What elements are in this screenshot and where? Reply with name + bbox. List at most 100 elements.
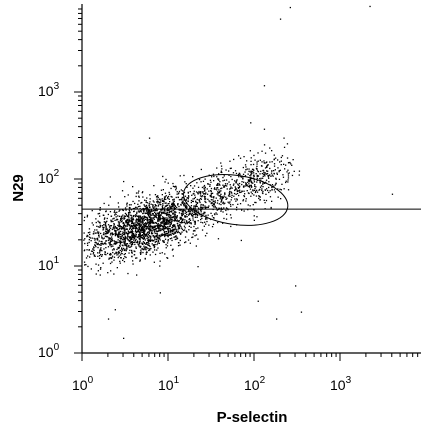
data-point	[124, 240, 126, 242]
data-point	[193, 225, 195, 228]
data-point	[174, 228, 176, 230]
data-point	[256, 175, 258, 178]
data-point	[109, 252, 111, 255]
data-point	[141, 243, 144, 245]
data-point	[161, 198, 163, 200]
data-point	[127, 215, 130, 217]
data-point	[287, 169, 289, 171]
data-point	[152, 217, 154, 219]
data-point	[112, 220, 114, 223]
data-point	[183, 202, 185, 204]
data-point	[198, 199, 200, 201]
data-point	[174, 219, 176, 221]
data-point	[167, 220, 170, 223]
data-point	[176, 206, 178, 209]
data-point	[139, 220, 141, 222]
data-point	[137, 203, 139, 205]
data-point	[220, 187, 222, 190]
data-point	[128, 236, 130, 238]
data-point	[142, 209, 145, 211]
data-point	[248, 170, 250, 172]
data-point	[162, 241, 165, 243]
data-point	[169, 219, 171, 221]
data-point	[97, 226, 100, 228]
data-point	[235, 181, 237, 183]
data-point	[173, 233, 175, 235]
data-point	[144, 212, 146, 215]
data-point	[131, 238, 133, 240]
data-point	[163, 216, 165, 219]
data-point	[125, 244, 127, 246]
data-point	[187, 221, 190, 224]
data-point	[186, 207, 188, 209]
data-point	[131, 233, 133, 235]
data-point	[259, 173, 261, 175]
data-point	[191, 212, 193, 214]
data-point	[178, 209, 180, 211]
data-point	[109, 244, 112, 246]
data-point	[131, 242, 133, 245]
data-point	[128, 218, 130, 220]
data-point	[237, 187, 240, 189]
data-point	[149, 229, 151, 232]
data-point	[144, 225, 147, 228]
data-point	[151, 217, 153, 219]
data-point	[168, 220, 170, 222]
data-point	[91, 210, 93, 212]
data-point	[162, 203, 164, 205]
data-point	[265, 173, 268, 175]
data-point	[276, 318, 278, 320]
y-tick-label-0: 100	[38, 342, 60, 360]
data-point	[210, 181, 212, 183]
data-point	[279, 169, 281, 171]
data-point	[163, 210, 165, 212]
data-point	[119, 242, 121, 244]
data-point	[118, 222, 120, 224]
data-point	[237, 203, 239, 205]
data-point	[128, 240, 130, 242]
data-point	[138, 244, 140, 246]
data-point	[161, 234, 163, 236]
data-point	[130, 224, 133, 226]
data-point	[250, 191, 252, 193]
data-point	[200, 207, 202, 209]
data-point	[224, 193, 226, 195]
data-point	[141, 242, 143, 244]
data-point	[238, 190, 241, 192]
data-point	[212, 203, 214, 205]
data-point	[139, 240, 141, 243]
data-point	[152, 214, 154, 216]
data-point	[144, 222, 147, 224]
data-point	[129, 249, 131, 251]
data-point	[148, 231, 150, 233]
data-point	[119, 244, 121, 247]
data-point	[156, 217, 158, 219]
data-point	[184, 221, 186, 224]
data-point	[148, 213, 150, 215]
data-point	[184, 203, 186, 205]
data-point	[175, 235, 177, 237]
data-point	[130, 220, 132, 223]
data-point	[130, 239, 132, 241]
data-point	[134, 222, 136, 224]
data-point	[118, 236, 120, 238]
data-point	[124, 207, 127, 209]
data-point	[267, 176, 270, 178]
data-point	[119, 225, 121, 227]
data-point	[162, 222, 164, 224]
data-point	[172, 255, 174, 257]
data-point	[228, 202, 230, 204]
data-point	[243, 181, 245, 183]
data-point	[145, 253, 147, 255]
data-point	[205, 207, 207, 210]
data-point	[149, 215, 151, 217]
data-point	[117, 219, 119, 221]
data-point	[145, 243, 147, 245]
data-point	[114, 229, 116, 232]
data-point	[121, 218, 123, 220]
data-point	[121, 233, 124, 235]
data-point	[140, 251, 142, 253]
data-point	[167, 209, 169, 211]
data-point	[124, 249, 126, 251]
data-point	[235, 188, 237, 190]
